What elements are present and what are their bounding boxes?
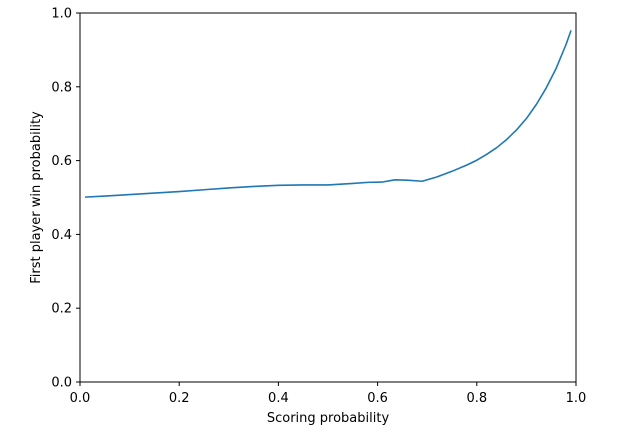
y-axis-label: First player win probability xyxy=(29,111,44,284)
plot-area xyxy=(80,13,576,382)
y-tick-label: 0.6 xyxy=(51,154,72,169)
y-tick-label: 0.0 xyxy=(51,376,72,391)
axes: 0.0 0.2 0.4 0.6 0.8 1.0 0.0 0.2 0.4 0.6 0.8 1.0 xyxy=(51,7,586,407)
x-tick-label: 0.8 xyxy=(466,391,487,406)
x-tick-label: 0.0 xyxy=(70,391,91,406)
plot-background xyxy=(80,13,576,382)
y-tick-label: 0.8 xyxy=(51,80,72,95)
plot-frame xyxy=(79,12,577,383)
series-layer xyxy=(84,30,572,198)
x-tick-label: 1.0 xyxy=(566,391,587,406)
series-line-0 xyxy=(84,30,572,198)
x-tick-label: 0.6 xyxy=(367,391,388,406)
y-tick-label: 1.0 xyxy=(51,7,72,22)
y-tick-label: 0.4 xyxy=(51,228,72,243)
x-axis-label: Scoring probability xyxy=(267,411,390,426)
x-tick-label: 0.4 xyxy=(268,391,289,406)
x-tick-label: 0.2 xyxy=(169,391,190,406)
y-tick-label: 0.2 xyxy=(51,302,72,317)
